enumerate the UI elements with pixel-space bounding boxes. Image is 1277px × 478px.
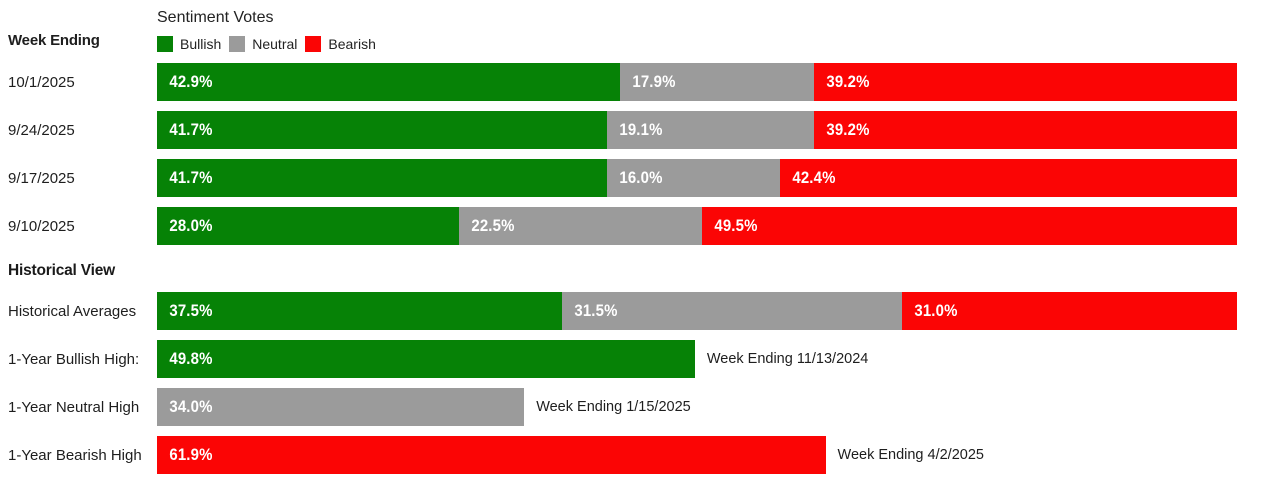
bearish-high-label: 1-Year Bearish High xyxy=(8,446,142,464)
bullish-segment: 41.7% xyxy=(157,111,608,149)
bullish-swatch-icon xyxy=(157,36,173,52)
bullish-value: 41.7% xyxy=(169,120,213,139)
bearish-segment: 39.2% xyxy=(813,111,1237,149)
week-date-label: 9/17/2025 xyxy=(8,169,75,187)
bullish-high-row: 1-Year Bullish High: 49.8% Week Ending 1… xyxy=(8,340,1277,378)
bullish-value: 41.7% xyxy=(169,168,213,187)
week-ending-column-header: Week Ending xyxy=(8,32,100,49)
bullish-value: 42.9% xyxy=(169,72,213,91)
bullish-value: 37.5% xyxy=(169,301,213,320)
bullish-high-label: 1-Year Bullish High: xyxy=(8,350,140,368)
legend-label: Neutral xyxy=(252,36,298,52)
neutral-high-row: 1-Year Neutral High 34.0% Week Ending 1/… xyxy=(8,388,1277,426)
bullish-segment: 41.7% xyxy=(157,159,607,197)
bearish-value: 49.5% xyxy=(714,216,759,235)
bearish-high-bar: 61.9% xyxy=(157,436,826,474)
legend-item-neutral: Neutral xyxy=(229,36,297,52)
neutral-value: 31.5% xyxy=(574,301,618,320)
bullish-segment: 28.0% xyxy=(157,207,460,245)
neutral-value: 19.1% xyxy=(619,120,663,139)
neutral-segment: 31.5% xyxy=(562,292,903,330)
bearish-segment: 49.5% xyxy=(702,207,1237,245)
week-date-label: 9/24/2025 xyxy=(8,121,75,139)
chart-title: Sentiment Votes xyxy=(157,9,274,26)
bearish-value: 42.4% xyxy=(791,168,836,187)
bullish-high-value: 49.8% xyxy=(169,349,213,368)
week-row: 10/1/2025 42.9% 17.9% 39.2% xyxy=(8,63,1277,101)
bullish-segment: 37.5% xyxy=(157,292,562,330)
bearish-value: 39.2% xyxy=(825,120,870,139)
legend-label: Bullish xyxy=(180,36,222,52)
neutral-high-week-annotation: Week Ending 1/15/2025 xyxy=(536,399,691,415)
legend: Bullish Neutral Bearish xyxy=(157,35,1237,53)
neutral-segment: 22.5% xyxy=(459,207,703,245)
week-row: 9/17/2025 41.7% 16.0% 42.4% xyxy=(8,159,1277,197)
historical-averages-row: Historical Averages 37.5% 31.5% 31.0% xyxy=(8,292,1277,330)
bullish-high-week-annotation: Week Ending 11/13/2024 xyxy=(706,351,869,367)
week-date-label: 9/10/2025 xyxy=(8,217,75,235)
neutral-segment: 17.9% xyxy=(620,63,814,101)
bearish-high-value: 61.9% xyxy=(169,445,213,464)
bearish-high-row: 1-Year Bearish High 61.9% Week Ending 4/… xyxy=(8,436,1277,474)
sentiment-stacked-bar: 41.7% 16.0% 42.4% xyxy=(157,159,1237,197)
neutral-segment: 16.0% xyxy=(606,159,780,197)
neutral-high-bar: 34.0% xyxy=(157,388,525,426)
neutral-value: 22.5% xyxy=(471,216,516,235)
chart-header: Week Ending Sentiment Votes Bullish Neut… xyxy=(8,8,1277,53)
neutral-high-label: 1-Year Neutral High xyxy=(8,398,140,416)
bearish-value: 39.2% xyxy=(825,72,870,91)
bearish-segment: 42.4% xyxy=(779,159,1237,197)
bearish-high-week-annotation: Week Ending 4/2/2025 xyxy=(837,447,984,463)
legend-item-bullish: Bullish xyxy=(157,36,221,52)
neutral-value: 16.0% xyxy=(619,168,663,187)
bullish-high-bar: 49.8% xyxy=(157,340,695,378)
bearish-segment: 31.0% xyxy=(902,292,1237,330)
historical-averages-label: Historical Averages xyxy=(8,302,137,320)
neutral-swatch-icon xyxy=(229,36,246,52)
bearish-value: 31.0% xyxy=(914,301,958,320)
sentiment-stacked-bar: 37.5% 31.5% 31.0% xyxy=(157,292,1237,330)
historical-view-heading: Historical View xyxy=(8,262,115,279)
sentiment-stacked-bar: 28.0% 22.5% 49.5% xyxy=(157,207,1237,245)
legend-label: Bearish xyxy=(328,36,376,52)
bullish-value: 28.0% xyxy=(169,216,213,235)
week-row: 9/24/2025 41.7% 19.1% 39.2% xyxy=(8,111,1277,149)
legend-item-bearish: Bearish xyxy=(305,36,376,52)
bearish-swatch-icon xyxy=(305,36,322,52)
sentiment-stacked-bar: 42.9% 17.9% 39.2% xyxy=(157,63,1237,101)
bullish-segment: 42.9% xyxy=(157,63,621,101)
neutral-high-value: 34.0% xyxy=(169,397,213,416)
week-row: 9/10/2025 28.0% 22.5% 49.5% xyxy=(8,207,1277,245)
neutral-segment: 19.1% xyxy=(607,111,814,149)
bearish-segment: 39.2% xyxy=(813,63,1237,101)
sentiment-stacked-bar: 41.7% 19.1% 39.2% xyxy=(157,111,1237,149)
week-date-label: 10/1/2025 xyxy=(8,73,75,91)
neutral-value: 17.9% xyxy=(632,72,676,91)
